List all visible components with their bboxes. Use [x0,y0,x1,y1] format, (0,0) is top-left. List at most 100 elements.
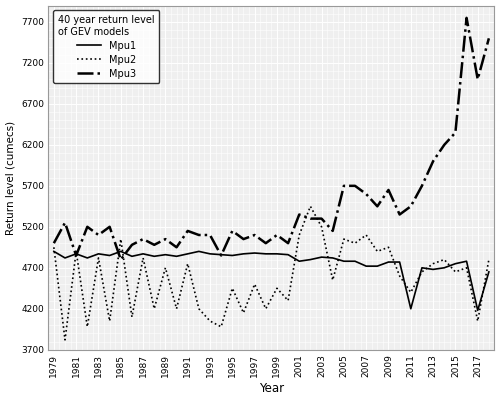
Mpu3 [386,188,392,192]
Mpu1 [218,252,224,257]
X-axis label: Year: Year [259,383,284,395]
Mpu2 [96,255,102,260]
Mpu3 [486,36,492,41]
Mpu2 [140,255,146,260]
Mpu3 [308,216,314,221]
Mpu2 [73,249,79,254]
Mpu2 [263,306,269,311]
Mpu3 [252,233,258,237]
Mpu1 [129,254,135,259]
Mpu2 [118,237,124,241]
Mpu1 [330,255,336,260]
Mpu1 [174,254,180,259]
Mpu2 [84,324,90,329]
Mpu3 [296,212,302,217]
Mpu2 [230,286,235,291]
Mpu3 [118,257,124,262]
Mpu2 [252,282,258,287]
Mpu1 [352,259,358,263]
Mpu3 [62,220,68,225]
Mpu3 [352,183,358,188]
Mpu3 [240,237,246,241]
Mpu1 [341,259,347,263]
Mpu3 [452,130,458,135]
Mpu1 [118,249,124,254]
Mpu1 [151,254,157,259]
Mpu2 [174,306,180,311]
Mpu1 [207,251,213,256]
Mpu3 [140,237,146,241]
Mpu3 [464,16,469,20]
Mpu1 [396,259,402,264]
Mpu3 [207,233,213,237]
Mpu3 [184,229,190,233]
Mpu1 [162,252,168,257]
Mpu1 [252,251,258,255]
Mpu1 [296,259,302,263]
Mpu3 [285,241,291,245]
Mpu3 [318,216,324,221]
Mpu3 [330,229,336,233]
Mpu2 [352,241,358,245]
Mpu2 [162,265,168,270]
Mpu1 [84,255,90,260]
Mpu1 [363,264,369,269]
Mpu1 [464,259,469,263]
Mpu2 [363,233,369,237]
Mpu1 [230,253,235,258]
Mpu3 [374,204,380,209]
Mpu1 [263,251,269,256]
Mpu1 [408,306,414,311]
Mpu2 [106,319,112,324]
Mpu1 [474,308,480,313]
Mpu1 [452,261,458,266]
Mpu3 [151,243,157,247]
Mpu2 [386,245,392,250]
Mpu2 [396,273,402,278]
Mpu2 [442,257,448,262]
Mpu2 [296,233,302,237]
Mpu3 [196,233,202,237]
Mpu3 [442,142,448,147]
Mpu3 [218,253,224,258]
Mpu1 [308,257,314,262]
Mpu3 [162,237,168,241]
Mpu3 [396,212,402,217]
Mpu2 [240,310,246,315]
Mpu1 [106,253,112,258]
Mpu3 [430,159,436,164]
Mpu3 [263,241,269,245]
Mpu3 [408,204,414,209]
Line: Mpu2: Mpu2 [54,207,489,340]
Mpu2 [474,319,480,324]
Mpu3 [51,241,57,245]
Mpu3 [474,77,480,82]
Mpu1 [51,249,57,254]
Mpu3 [274,233,280,237]
Mpu2 [184,261,190,266]
Mpu1 [184,251,190,256]
Mpu1 [318,255,324,259]
Mpu1 [486,269,492,274]
Mpu3 [419,183,425,188]
Mpu3 [174,245,180,250]
Mpu2 [207,319,213,324]
Mpu2 [129,314,135,319]
Mpu2 [464,265,469,270]
Mpu1 [430,267,436,272]
Line: Mpu3: Mpu3 [54,18,489,259]
Mpu2 [486,257,492,262]
Mpu2 [452,269,458,274]
Mpu1 [196,249,202,254]
Mpu2 [330,277,336,282]
Mpu2 [62,338,68,342]
Y-axis label: Return level (cumecs): Return level (cumecs) [6,121,16,235]
Mpu2 [51,245,57,250]
Mpu1 [240,251,246,256]
Mpu1 [442,265,448,270]
Mpu1 [73,251,79,256]
Line: Mpu1: Mpu1 [54,251,489,310]
Mpu1 [96,251,102,256]
Mpu1 [62,255,68,260]
Mpu2 [430,261,436,266]
